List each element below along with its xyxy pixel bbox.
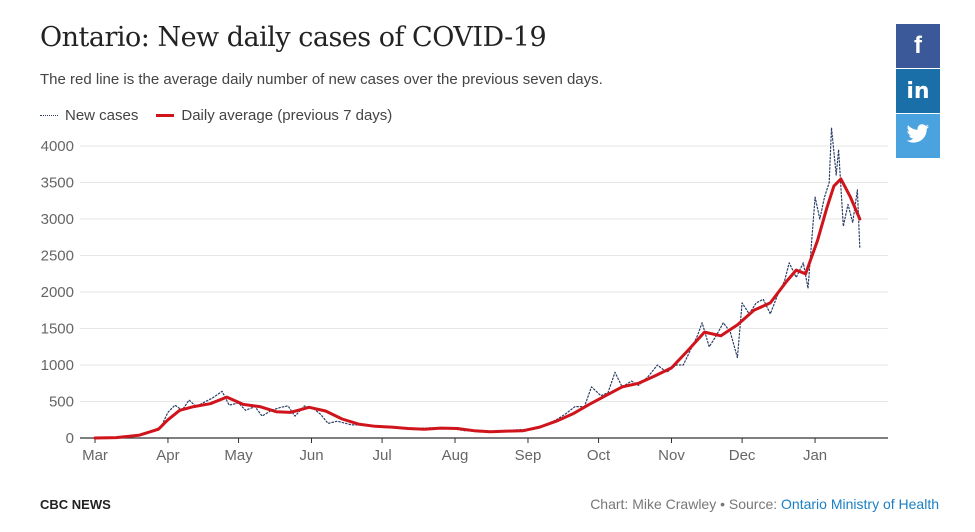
y-tick-label: 3000 [41,211,74,228]
x-tick-label: Jul [372,447,391,464]
new-cases-line [94,127,861,439]
credit-line: Chart: Mike Crawley • Source: Ontario Mi… [590,496,939,512]
twitter-share-button[interactable] [896,114,940,158]
chart-subtitle: The red line is the average daily number… [40,71,603,88]
brand-label: CBC NEWS [40,497,111,512]
y-tick-label: 0 [66,430,74,447]
x-tick-label: Mar [82,447,108,464]
chart-legend: New cases Daily average (previous 7 days… [40,107,392,124]
x-tick-label: Apr [156,447,179,464]
x-tick-label: Jan [803,447,827,464]
x-tick-label: Jun [299,447,323,464]
legend-daily-average-swatch [156,114,175,117]
x-tick-label: Oct [587,447,611,464]
x-tick-label: May [224,447,253,464]
source-link[interactable]: Ontario Ministry of Health [781,496,939,512]
legend-new-cases-label: New cases [65,107,139,124]
twitter-icon [906,124,930,148]
y-tick-label: 2000 [41,284,74,301]
y-tick-label: 4000 [41,138,74,155]
y-tick-label: 2500 [41,248,74,265]
linkedin-icon: in [906,78,930,104]
y-tick-label: 500 [49,394,74,411]
y-tick-label: 1500 [41,321,74,338]
y-tick-label: 1000 [41,357,74,374]
facebook-icon: f [914,32,922,59]
linkedin-share-button[interactable]: in [896,69,940,113]
legend-new-cases-swatch [40,115,58,116]
x-tick-label: Dec [729,447,756,464]
credit-text: Chart: Mike Crawley • Source: [590,496,782,512]
x-tick-label: Sep [515,447,542,464]
chart-title: Ontario: New daily cases of COVID-19 [40,22,547,53]
daily-average-line [93,177,862,440]
x-tick-label: Nov [658,447,685,464]
legend-daily-average-label: Daily average (previous 7 days) [181,107,393,124]
x-tick-label: Aug [442,447,469,464]
facebook-share-button[interactable]: f [896,24,940,68]
y-tick-label: 3500 [41,175,74,192]
